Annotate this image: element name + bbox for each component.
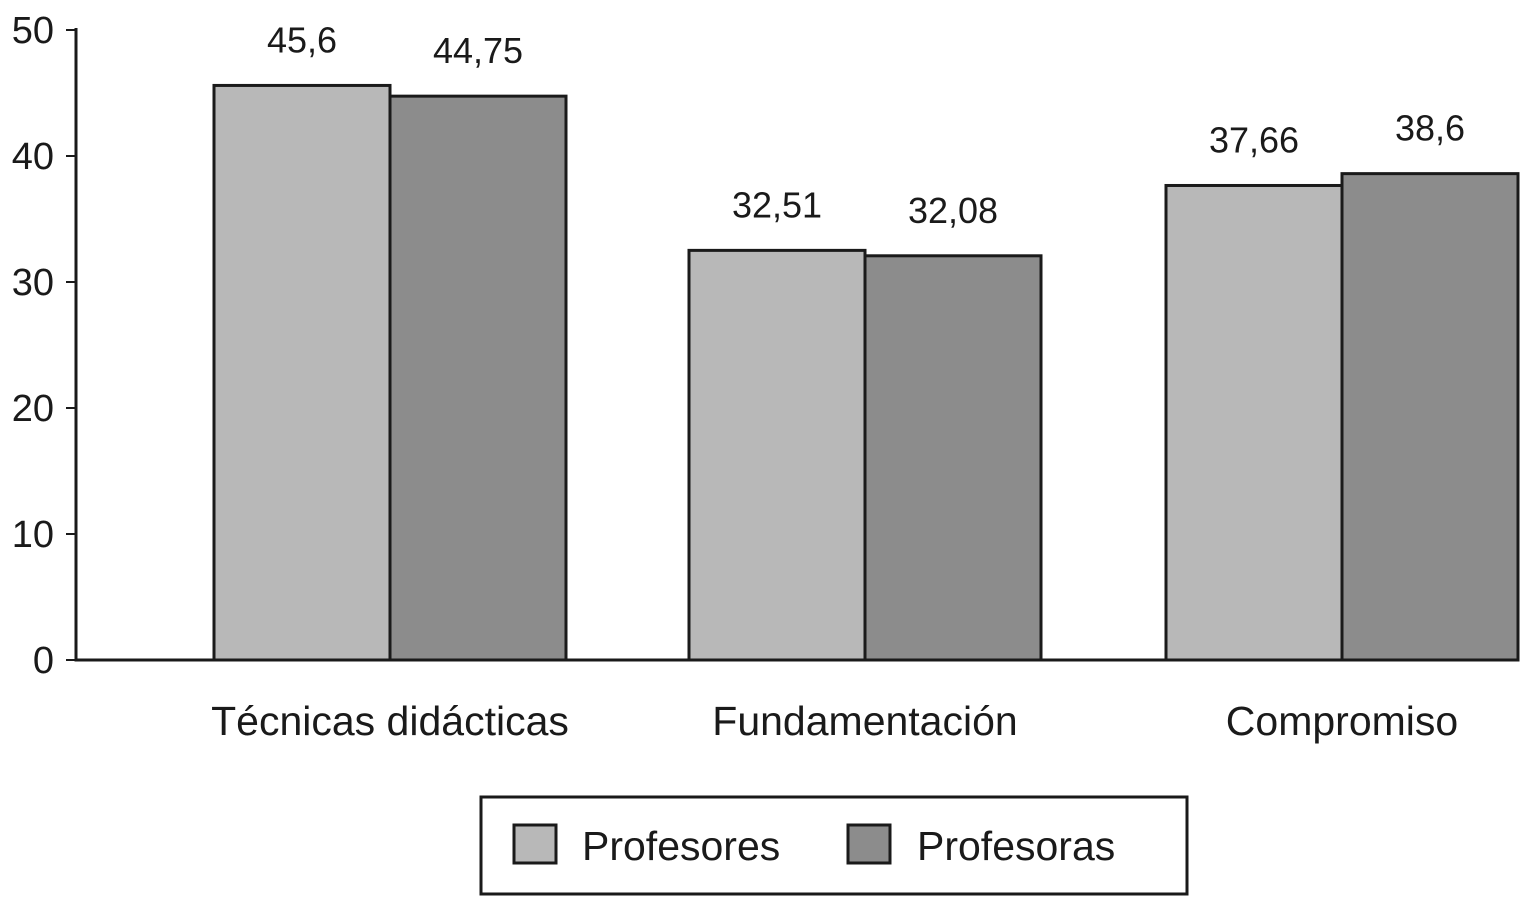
legend-swatch-profesoras	[846, 823, 892, 865]
legend-swatch-profesores	[512, 823, 558, 865]
data-label: 32,08	[908, 190, 998, 231]
bars	[212, 83, 1520, 662]
x-category-label: Fundamentación	[712, 698, 1017, 744]
bar-profesores	[687, 248, 867, 662]
legend-box	[479, 795, 1189, 896]
legend-label: Profesoras	[917, 823, 1115, 869]
y-tick-label: 20	[12, 388, 54, 430]
data-label: 38,6	[1395, 108, 1465, 149]
y-tick-label: 40	[12, 136, 54, 178]
x-category-label: Compromiso	[1226, 698, 1458, 744]
y-tick-label: 50	[12, 10, 54, 52]
y-tick-label: 30	[12, 262, 54, 304]
data-label: 44,75	[433, 30, 523, 71]
data-label: 45,6	[267, 19, 337, 60]
legend-label: Profesores	[582, 823, 780, 869]
bar-profesores	[212, 83, 392, 662]
bar-profesoras	[863, 254, 1043, 662]
bar-profesores	[1164, 183, 1344, 662]
y-tick-label: 0	[33, 640, 54, 682]
bar-profesoras	[388, 94, 568, 662]
bar-profesoras	[1340, 172, 1520, 662]
legend: Profesores Profesoras	[479, 795, 1189, 896]
x-category-label: Técnicas didácticas	[211, 698, 569, 744]
y-tick-label: 10	[12, 514, 54, 556]
data-label: 37,66	[1209, 119, 1299, 160]
data-label: 32,51	[732, 184, 822, 225]
labels: 45,6 44,75 Técnicas didácticas 32,51 32,08 Fu…	[211, 19, 1465, 744]
